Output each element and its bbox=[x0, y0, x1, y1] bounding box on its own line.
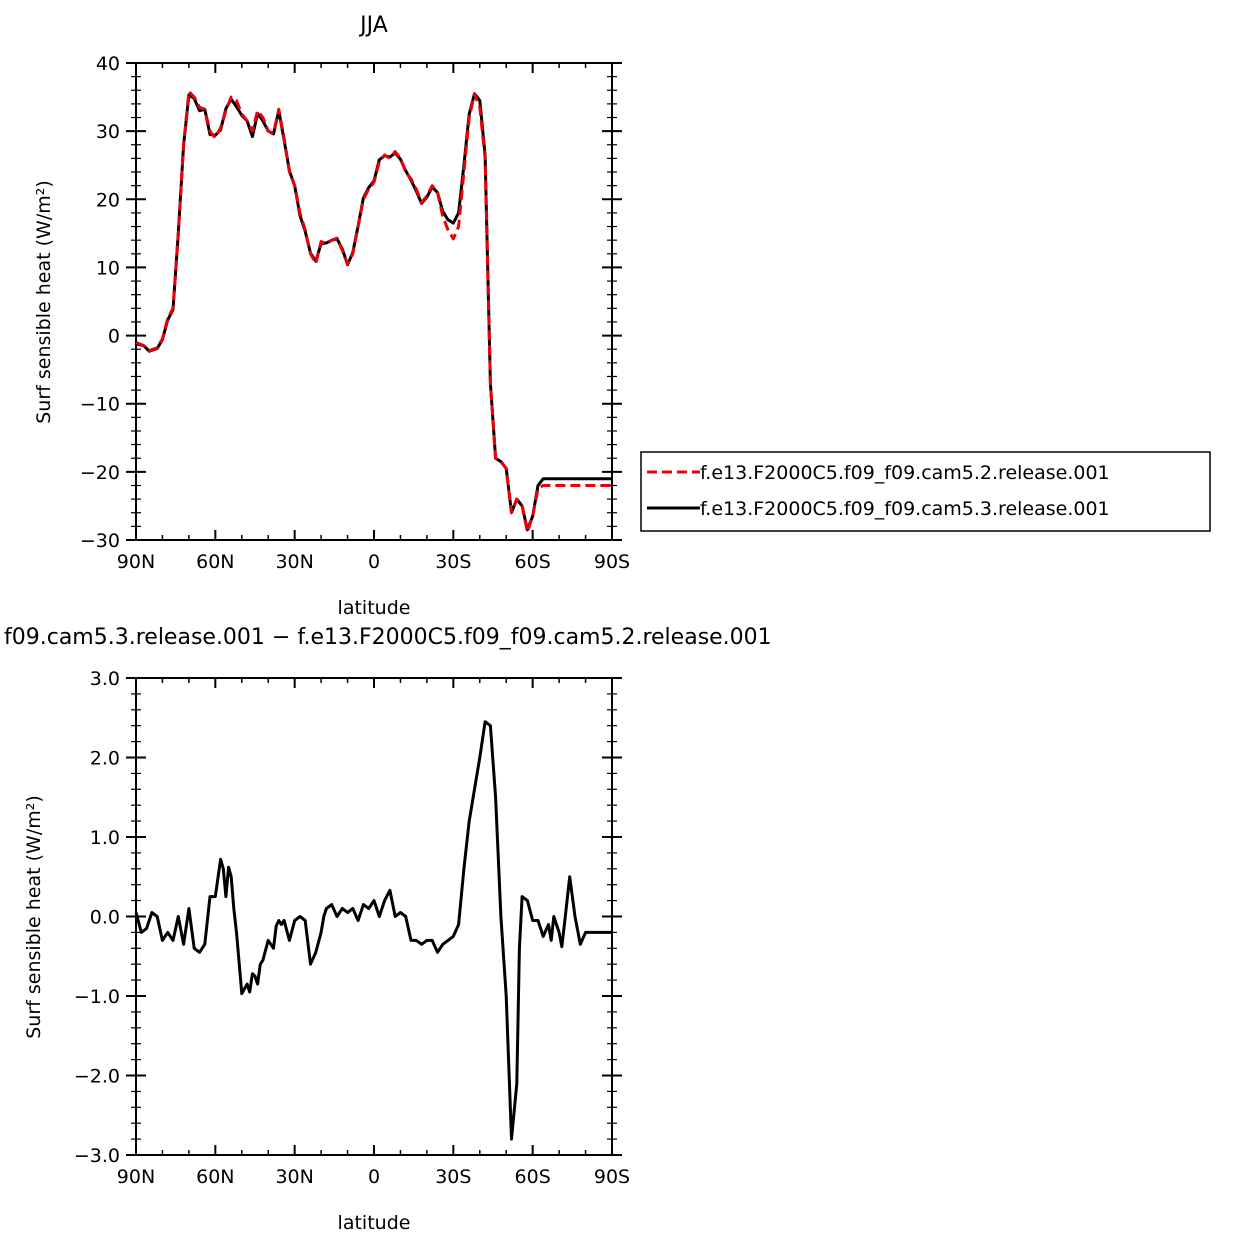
panel-difference-sensible-heat: f09.cam5.3.release.001 − f.e13.F2000C5.f… bbox=[4, 625, 772, 1234]
bottom-x-axis-label: latitude bbox=[338, 1212, 411, 1234]
top-x-tick-label: 60S bbox=[515, 551, 551, 573]
bottom-x-tick-label: 90S bbox=[594, 1166, 630, 1188]
bottom-y-tick-label: 0.0 bbox=[90, 907, 120, 929]
top-y-tick-label: 0 bbox=[108, 326, 120, 348]
bottom-y-tick-label: −1.0 bbox=[74, 986, 120, 1008]
bottom-series-line-1 bbox=[134, 720, 612, 1141]
top-x-tick-label: 60N bbox=[196, 551, 234, 573]
bottom-x-tick-label: 30N bbox=[275, 1166, 313, 1188]
bottom-x-tick-label: 60S bbox=[515, 1166, 551, 1188]
bottom-y-tick-label: 2.0 bbox=[90, 748, 120, 770]
top-y-tick-label: −30 bbox=[80, 530, 120, 552]
top-plot-area: 90N 60N 30N 0 30S 60S 90S −30 −20 −10 0 10 20 30 40 bbox=[80, 53, 630, 573]
top-plot-frame bbox=[135, 62, 613, 541]
top-x-tick-label: 30N bbox=[275, 551, 313, 573]
legend-label-cam52: f.e13.F2000C5.f09_f09.cam5.2.release.001 bbox=[700, 462, 1110, 484]
top-y-tick-label: 20 bbox=[96, 189, 120, 211]
top-x-tick-label: 90N bbox=[117, 551, 155, 573]
bottom-x-tick-label: 60N bbox=[196, 1166, 234, 1188]
bottom-plot-area: 90N 60N 30N 0 30S 60S 90S −3.0 −2.0 −1.0 0.0 1.0 2.0… bbox=[74, 668, 630, 1188]
bottom-chart-title: f09.cam5.3.release.001 − f.e13.F2000C5.f… bbox=[4, 625, 772, 650]
top-x-tick-label: 90S bbox=[594, 551, 630, 573]
top-y-tick-label: 40 bbox=[96, 53, 120, 75]
top-y-tick-label: −10 bbox=[80, 394, 120, 416]
top-y-tick-label: 10 bbox=[96, 257, 120, 279]
bottom-x-tick-label: 90N bbox=[117, 1166, 155, 1188]
top-series-line-1 bbox=[135, 90, 612, 534]
top-series-line-2 bbox=[135, 92, 612, 532]
bottom-y-axis-label: Surf sensible heat (W/m²) bbox=[23, 795, 45, 1039]
bottom-y-tick-label: −3.0 bbox=[74, 1145, 120, 1167]
bottom-x-tick-label: 0 bbox=[368, 1166, 380, 1188]
bottom-y-tick-label: 1.0 bbox=[90, 827, 120, 849]
top-x-axis-label: latitude bbox=[338, 597, 411, 619]
bottom-x-tick-label: 30S bbox=[435, 1166, 471, 1188]
panel-mean-sensible-heat: JJA 90N 60N 30N 0 30S 60S 90S −30 −20 −10 0 10 20 30 4… bbox=[33, 13, 1211, 619]
legend-box bbox=[640, 451, 1211, 532]
legend: f.e13.F2000C5.f09_f09.cam5.2.release.001… bbox=[640, 451, 1211, 532]
legend-label-cam53: f.e13.F2000C5.f09_f09.cam5.3.release.001 bbox=[700, 498, 1110, 520]
top-chart-title: JJA bbox=[358, 13, 388, 38]
top-y-tick-label: 30 bbox=[96, 121, 120, 143]
top-y-tick-label: −20 bbox=[80, 462, 120, 484]
top-x-tick-label: 30S bbox=[435, 551, 471, 573]
top-y-axis-label: Surf sensible heat (W/m²) bbox=[33, 180, 55, 424]
bottom-y-tick-label: 3.0 bbox=[90, 668, 120, 690]
bottom-y-tick-label: −2.0 bbox=[74, 1066, 120, 1088]
top-x-tick-label: 0 bbox=[368, 551, 380, 573]
